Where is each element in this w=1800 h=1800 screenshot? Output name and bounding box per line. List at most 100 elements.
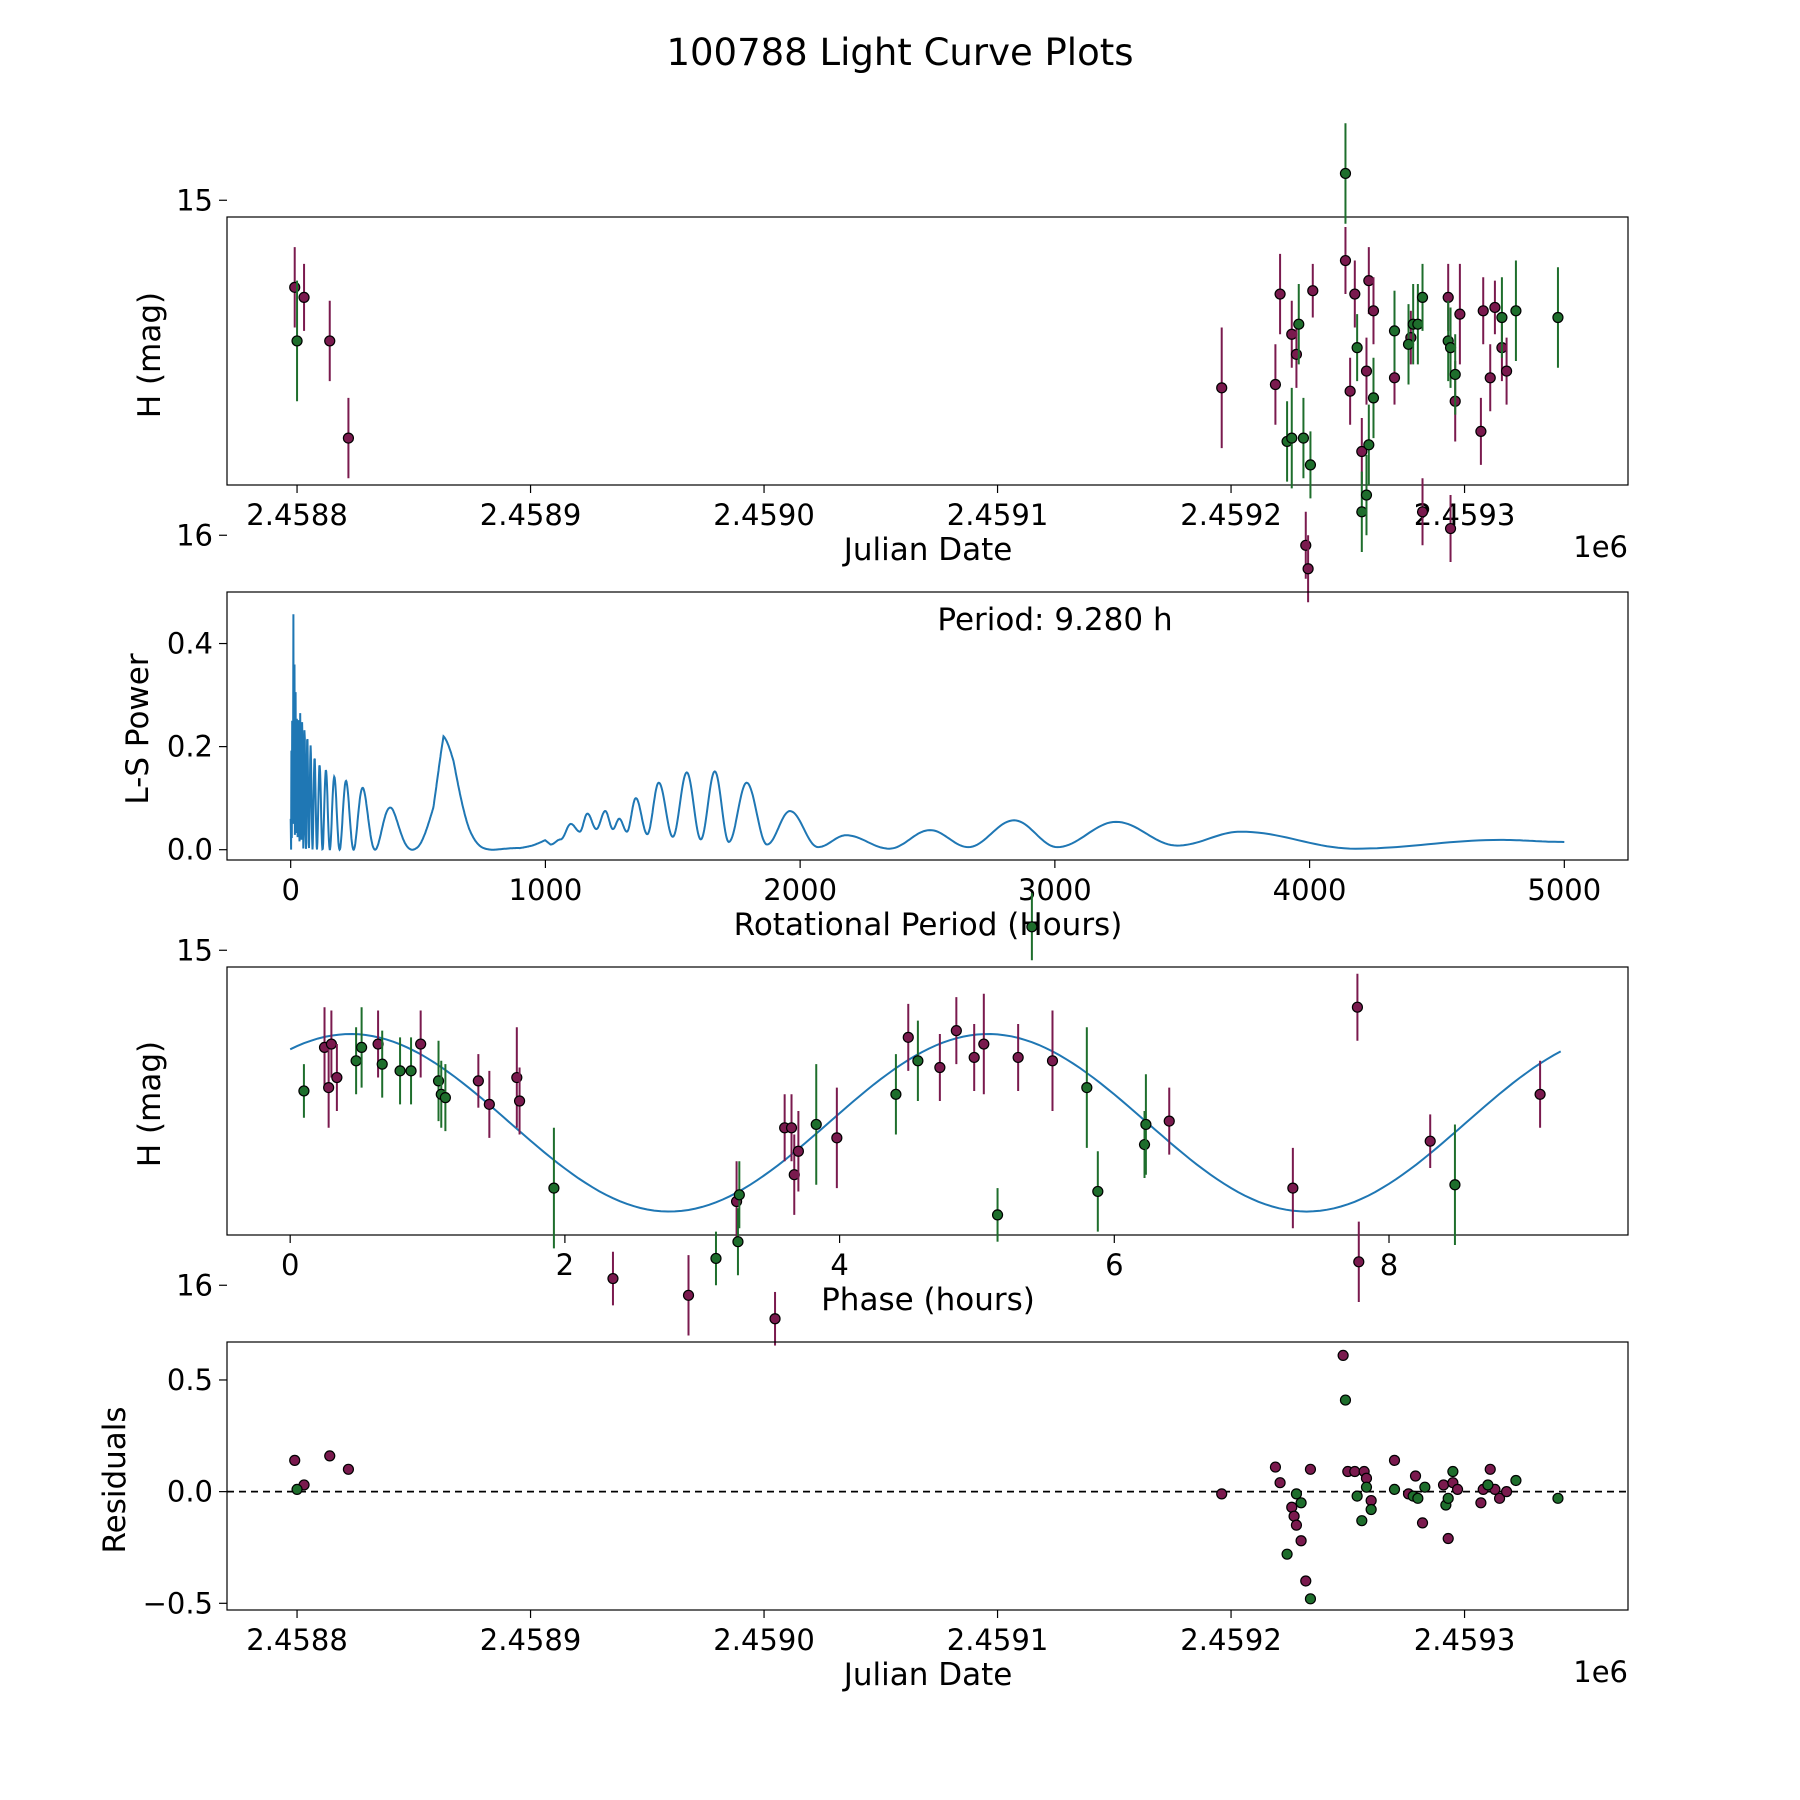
- lightcurve-ylabel: H (mag): [132, 292, 168, 418]
- lightcurve-point-purple: [1416, 506, 1429, 518]
- residuals-point-green: [1552, 1492, 1564, 1504]
- lightcurve-ytick-label: 16: [176, 518, 213, 552]
- residuals-point-green: [291, 1483, 303, 1496]
- phased-point-purple: [785, 1122, 798, 1134]
- residuals-point-purple: [1409, 1470, 1422, 1482]
- phased-point-purple: [950, 1025, 962, 1037]
- lightcurve-point-green: [1496, 311, 1508, 324]
- lightcurve-point-purple: [1363, 275, 1375, 287]
- phased-point-purple: [682, 1289, 695, 1301]
- phased-point-green: [1449, 1179, 1461, 1191]
- periodogram-ytick-label: 0.0: [167, 833, 213, 867]
- residuals-point-purple: [1290, 1519, 1303, 1531]
- phased-point-purple: [968, 1051, 980, 1064]
- phased-point-purple: [325, 1038, 337, 1050]
- residuals-ylabel: Residuals: [97, 1406, 133, 1553]
- residuals-panel: Julian Date Residuals 1e6 2.4588 2.4589 2.…: [97, 1341, 1629, 1693]
- residuals-point-green: [1304, 1593, 1317, 1605]
- residuals-point-green: [1351, 1490, 1363, 1502]
- phased-point-purple: [1012, 1051, 1024, 1064]
- periodogram-ytick-label: 0.2: [167, 730, 213, 764]
- lightcurve-point-green: [1402, 338, 1415, 350]
- lightcurve-point-green: [1449, 368, 1461, 381]
- periodogram-xtick-label: 0: [281, 873, 299, 907]
- residuals-point-purple: [1500, 1486, 1513, 1498]
- lightcurve-xtick-label: 2.4588: [246, 498, 347, 532]
- lightcurve-xlabel: Julian Date: [842, 532, 1013, 568]
- periodogram-panel: Rotational Period (Hours) L-S Power Peri…: [120, 591, 1629, 943]
- lightcurve-point-purple: [1290, 348, 1303, 360]
- residuals-xtick-label: 2.4589: [480, 1623, 581, 1657]
- phased-point-purple: [792, 1145, 804, 1157]
- phased-point-purple: [934, 1061, 946, 1074]
- residuals-point-purple: [1484, 1463, 1496, 1475]
- phased-point-green: [1092, 1185, 1104, 1198]
- phased-point-purple: [513, 1095, 526, 1107]
- phased-point-green: [991, 1209, 1004, 1221]
- periodogram-frame: [226, 591, 1629, 861]
- lightcurve-point-purple: [1339, 254, 1352, 267]
- residuals-point-green: [1356, 1515, 1368, 1527]
- residuals-xlabel: Julian Date: [842, 1657, 1013, 1693]
- residuals-point-purple: [1388, 1454, 1401, 1466]
- periodogram-xtick-label: 2000: [763, 873, 837, 907]
- lightcurve-point-green: [1552, 311, 1564, 324]
- period-annotation: Period: 9.280 h: [937, 602, 1172, 638]
- lightcurve-point-green: [1412, 318, 1424, 330]
- phased-point-green: [810, 1118, 822, 1131]
- phased-xtick-label: 6: [1105, 1248, 1123, 1282]
- phased-point-purple: [1353, 1256, 1365, 1268]
- periodogram-xtick-label: 4000: [1273, 873, 1347, 907]
- lightcurve-point-purple: [1367, 305, 1380, 317]
- phased-point-purple: [483, 1098, 495, 1110]
- residuals-point-green: [1388, 1483, 1401, 1496]
- lightcurve-point-green: [1444, 342, 1457, 354]
- phased-point-green: [912, 1055, 924, 1067]
- residuals-point-green: [1510, 1474, 1522, 1487]
- figure-title: 100788 Light Curve Plots: [666, 31, 1133, 74]
- lightcurve-xtick-label: 2.4590: [713, 498, 814, 532]
- lightcurve-point-purple: [289, 281, 301, 293]
- phased-xtick-label: 0: [281, 1248, 299, 1282]
- phased-point-green: [356, 1041, 368, 1054]
- lightcurve-xtick-label: 2.4593: [1414, 498, 1515, 532]
- residuals-point-purple: [1437, 1479, 1450, 1491]
- lightcurve-point-green: [1286, 432, 1298, 444]
- phased-point-green: [350, 1055, 362, 1067]
- lightcurve-point-green: [1363, 439, 1375, 451]
- residuals-point-purple: [1304, 1463, 1317, 1475]
- periodogram-xtick-label: 1000: [509, 873, 583, 907]
- phased-panel: Phase (hours) H (mag) 0 2 4 6 8 15 16: [132, 893, 1629, 1346]
- phased-point-green: [1026, 921, 1038, 933]
- lightcurve-point-purple: [1444, 522, 1457, 535]
- phased-frame: [226, 966, 1629, 1236]
- residuals-xtick-label: 2.4588: [246, 1623, 347, 1657]
- residuals-point-purple: [1451, 1483, 1464, 1496]
- residuals-point-purple: [1300, 1575, 1312, 1587]
- phased-xtick-label: 2: [556, 1248, 574, 1282]
- phased-point-purple: [331, 1071, 343, 1084]
- phased-point-green: [1138, 1138, 1151, 1151]
- lightcurve-point-green: [1351, 342, 1363, 354]
- phased-point-green: [1081, 1081, 1093, 1094]
- phased-point-green: [733, 1189, 745, 1201]
- residuals-point-purple: [1442, 1532, 1454, 1545]
- lightcurve-point-purple: [1454, 308, 1466, 320]
- lightcurve-point-purple: [1475, 425, 1487, 437]
- residuals-xtick-label: 2.4592: [1180, 1623, 1281, 1657]
- residuals-ytick-label: −0.5: [143, 1586, 213, 1620]
- phased-point-purple: [607, 1272, 619, 1285]
- residuals-xtick-label: 2.4593: [1414, 1623, 1515, 1657]
- lightcurve-point-purple: [1356, 445, 1368, 458]
- residuals-point-green: [1412, 1492, 1424, 1504]
- residuals-point-purple: [342, 1463, 355, 1475]
- residuals-point-purple: [324, 1450, 336, 1462]
- phased-ylabel: H (mag): [132, 1041, 168, 1167]
- lightcurve-point-purple: [324, 335, 336, 347]
- lightcurve-point-green: [1388, 325, 1401, 337]
- lightcurve-point-green: [1367, 392, 1380, 404]
- lightcurve-point-purple: [1216, 382, 1228, 394]
- lightcurve-frame: [226, 216, 1629, 486]
- residuals-point-purple: [1269, 1461, 1282, 1473]
- lightcurve-xtick-label: 2.4589: [480, 498, 581, 532]
